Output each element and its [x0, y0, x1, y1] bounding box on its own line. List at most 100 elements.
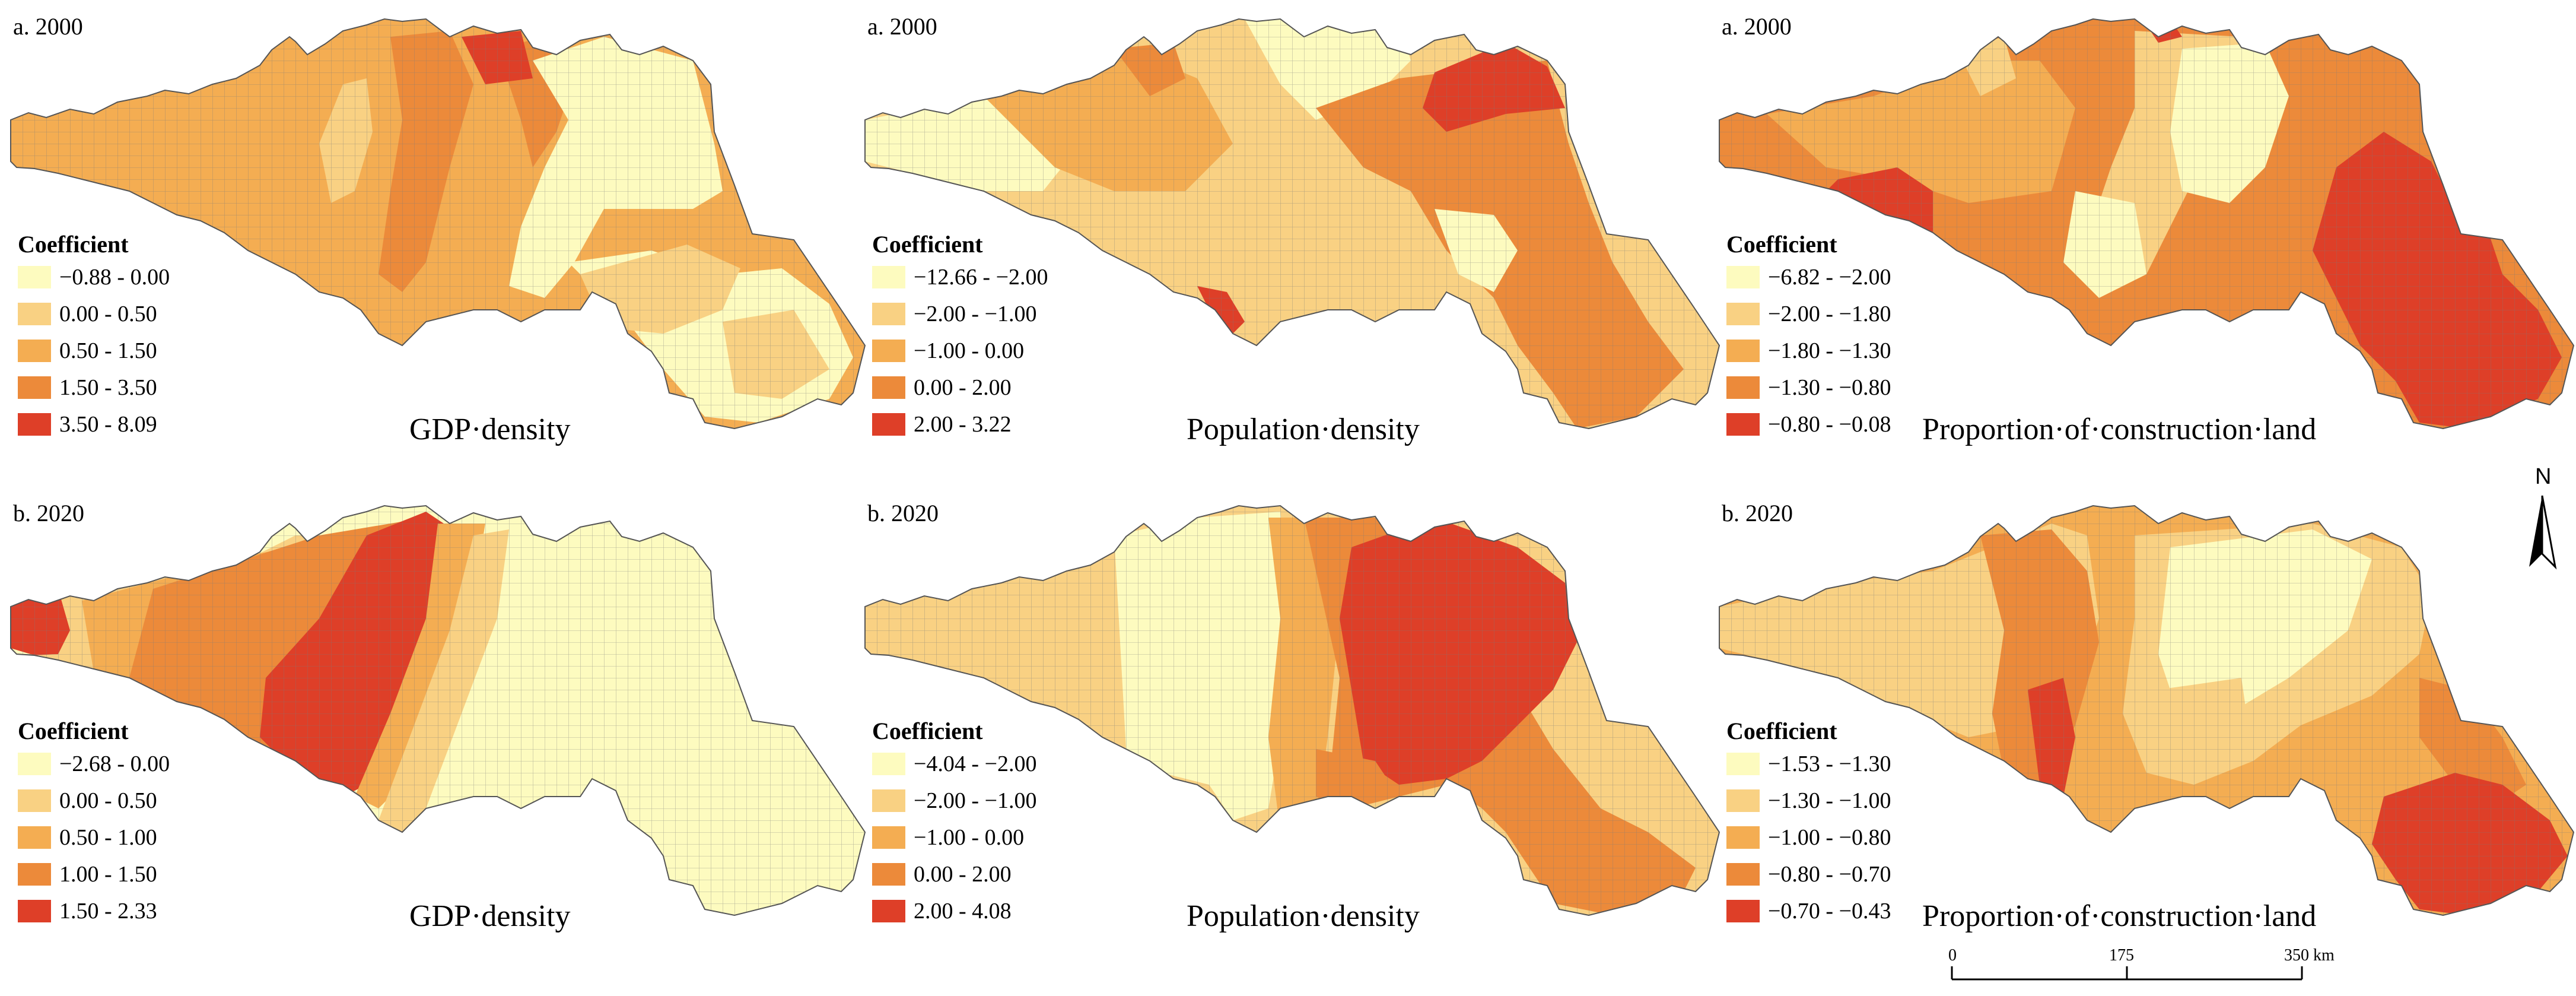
legend-title: Coefficient	[872, 231, 983, 258]
legend-swatch-3	[18, 340, 51, 362]
region-outline	[10, 505, 866, 916]
legend-swatch-2	[872, 303, 905, 325]
panel-caption: a. 2000	[867, 13, 937, 40]
panel-caption: b. 2020	[867, 500, 939, 526]
legend-swatch-5	[1726, 900, 1760, 922]
panel-caption: a. 2000	[13, 13, 83, 40]
map-panel-2: a. 2000 Coefficient −12.66 - −2.00 −2.00 - …	[864, 13, 1720, 446]
legend-swatch-3	[1726, 826, 1760, 849]
legend-title: Coefficient	[18, 718, 129, 744]
scale-tick-label-3: 350 km	[2284, 946, 2335, 965]
legend-label-2: 0.00 - 0.50	[59, 788, 157, 813]
region-outline	[1719, 18, 2575, 430]
map-title: Proportion·of·construction·land	[1922, 899, 2316, 933]
legend-label-2: −2.00 - −1.00	[914, 302, 1037, 326]
region-outline	[10, 18, 866, 430]
north-arrow-left	[2529, 496, 2542, 567]
legend-label-4: 0.00 - 2.00	[914, 375, 1012, 400]
legend-label-3: −1.00 - 0.00	[914, 338, 1024, 363]
north-arrow: N	[2529, 464, 2557, 570]
legend-swatch-1	[872, 753, 905, 775]
legend-swatch-5	[1726, 413, 1760, 436]
legend-swatch-3	[1726, 340, 1760, 362]
legend-swatch-1	[18, 753, 51, 775]
legend: Coefficient −0.88 - 0.00 0.00 - 0.50 0.50 -…	[18, 231, 170, 437]
legend-swatch-1	[18, 266, 51, 288]
legend-label-2: −1.30 - −1.00	[1768, 788, 1891, 813]
legend-label-5: 1.50 - 2.33	[59, 899, 157, 924]
legend-swatch-2	[872, 789, 905, 812]
legend-swatch-4	[1726, 376, 1760, 399]
legend-label-2: −2.00 - −1.80	[1768, 302, 1891, 326]
legend-swatch-2	[1726, 789, 1760, 812]
legend-swatch-5	[18, 900, 51, 922]
map-title: Population·density	[1187, 899, 1420, 933]
legend-swatch-4	[18, 863, 51, 886]
legend-label-1: −4.04 - −2.00	[914, 751, 1037, 776]
legend-label-1: −6.82 - −2.00	[1768, 265, 1891, 290]
map-panel-3: a. 2000 Coefficient −6.82 - −2.00 −2.00 - −…	[1719, 13, 2575, 446]
map-panel-1: a. 2000 Coefficient −0.88 - 0.00 0.00 - 0.5…	[10, 13, 866, 446]
scale-bar: 0 175 350 km	[1948, 946, 2335, 981]
legend: Coefficient −12.66 - −2.00 −2.00 - −1.00 −1…	[872, 231, 1048, 437]
legend-label-1: −12.66 - −2.00	[914, 265, 1048, 290]
panel-caption: b. 2020	[13, 500, 84, 526]
legend-label-3: −1.00 - −0.80	[1768, 825, 1891, 850]
legend-swatch-1	[1726, 266, 1760, 288]
legend-label-5: 3.50 - 8.09	[59, 412, 157, 437]
legend-title: Coefficient	[1726, 231, 1837, 258]
legend-swatch-2	[18, 789, 51, 812]
legend-swatch-3	[18, 826, 51, 849]
legend-label-4: 1.50 - 3.50	[59, 375, 157, 400]
north-arrow-right	[2541, 495, 2557, 570]
north-label: N	[2535, 464, 2551, 489]
legend-swatch-3	[872, 826, 905, 849]
map-title: Proportion·of·construction·land	[1922, 413, 2316, 446]
region-outline	[864, 505, 1720, 916]
panel-caption: a. 2000	[1722, 13, 1792, 40]
legend-title: Coefficient	[1726, 718, 1837, 744]
legend-swatch-2	[1726, 303, 1760, 325]
legend-swatch-1	[872, 266, 905, 288]
legend-label-4: −0.80 - −0.70	[1768, 862, 1891, 887]
legend-swatch-4	[1726, 863, 1760, 886]
scale-tick-label-1: 0	[1948, 946, 1957, 965]
legend-label-5: 2.00 - 3.22	[914, 412, 1012, 437]
legend: Coefficient −6.82 - −2.00 −2.00 - −1.80 −1.…	[1726, 231, 1891, 437]
legend-label-3: −1.80 - −1.30	[1768, 338, 1891, 363]
legend-swatch-4	[872, 863, 905, 886]
legend-label-1: −0.88 - 0.00	[59, 265, 170, 290]
legend-swatch-4	[18, 376, 51, 399]
legend-label-1: −2.68 - 0.00	[59, 751, 170, 776]
legend-label-4: 1.00 - 1.50	[59, 862, 157, 887]
region-outline	[1719, 505, 2575, 916]
legend-swatch-5	[872, 413, 905, 436]
scale-tick-label-2: 175	[2109, 946, 2134, 965]
legend: Coefficient −4.04 - −2.00 −2.00 - −1.00 −1.…	[872, 718, 1037, 924]
legend-label-2: 0.00 - 0.50	[59, 302, 157, 326]
legend-swatch-4	[872, 376, 905, 399]
legend-label-4: 0.00 - 2.00	[914, 862, 1012, 887]
map-title: Population·density	[1187, 413, 1420, 446]
panel-caption: b. 2020	[1722, 500, 1793, 526]
legend-swatch-5	[872, 900, 905, 922]
legend: Coefficient −1.53 - −1.30 −1.30 - −1.00 −1.…	[1726, 718, 1891, 924]
legend-label-1: −1.53 - −1.30	[1768, 751, 1891, 776]
map-title: GDP·density	[409, 899, 571, 933]
map-panel-4: b. 2020 Coefficient −2.68 - 0.00 0.00 - 0.5…	[10, 500, 866, 933]
legend-label-2: −2.00 - −1.00	[914, 788, 1037, 813]
legend-swatch-2	[18, 303, 51, 325]
legend-swatch-3	[872, 340, 905, 362]
region-outline	[864, 18, 1720, 430]
legend: Coefficient −2.68 - 0.00 0.00 - 0.50 0.50 -…	[18, 718, 170, 924]
map-panel-5: b. 2020 Coefficient −4.04 - −2.00 −2.00 - −…	[864, 500, 1720, 933]
legend-label-5: −0.80 - −0.08	[1768, 412, 1891, 437]
legend-label-5: −0.70 - −0.43	[1768, 899, 1891, 924]
legend-label-5: 2.00 - 4.08	[914, 899, 1012, 924]
legend-label-3: −1.00 - 0.00	[914, 825, 1024, 850]
legend-title: Coefficient	[872, 718, 983, 744]
legend-swatch-1	[1726, 753, 1760, 775]
legend-title: Coefficient	[18, 231, 129, 258]
legend-swatch-5	[18, 413, 51, 436]
